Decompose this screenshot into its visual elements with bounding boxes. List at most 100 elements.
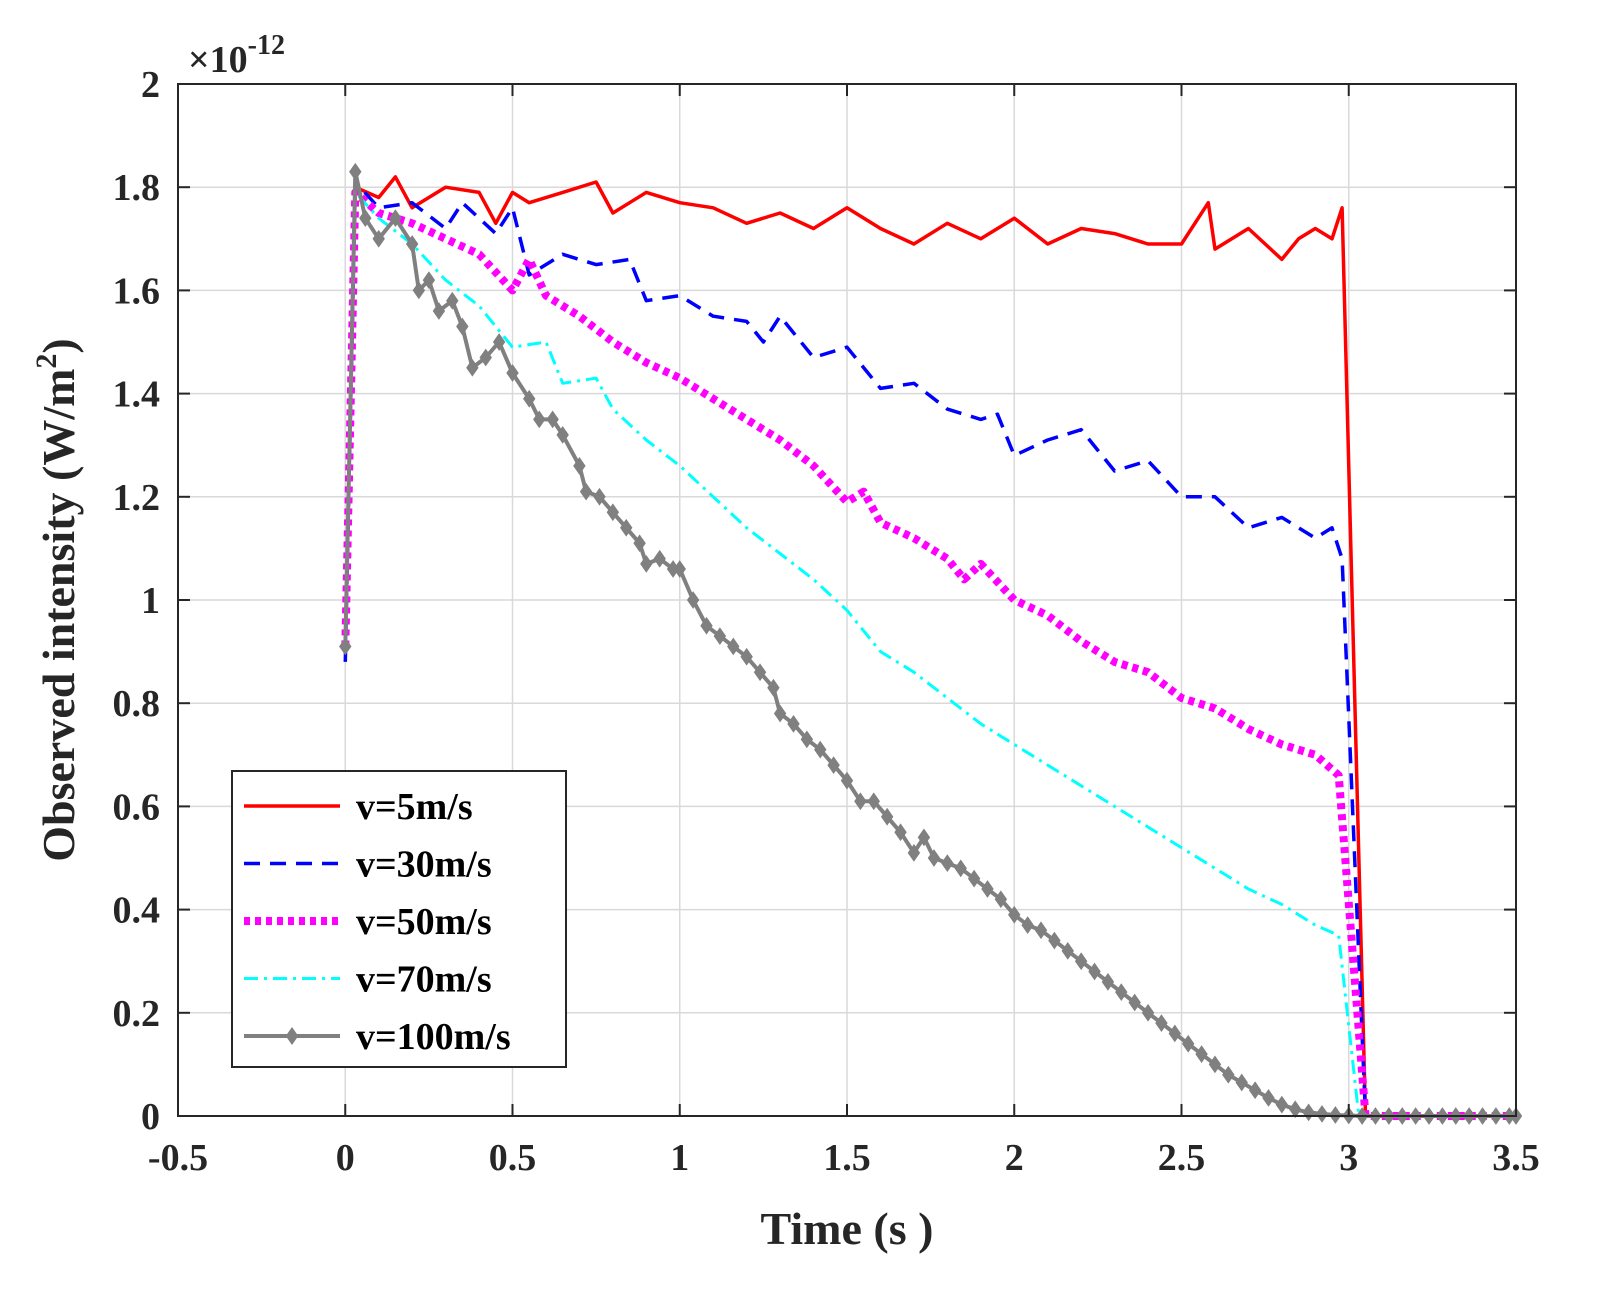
legend-marker	[285, 1027, 299, 1045]
x-tick-label: 2	[1005, 1137, 1024, 1179]
data-point	[1208, 1055, 1222, 1074]
legend-label: v=30m/s	[356, 844, 492, 886]
series-line	[343, 175, 1516, 1118]
data-point	[994, 890, 1008, 909]
legend-label: v=5m/s	[356, 786, 473, 828]
data-point	[1315, 1105, 1329, 1123]
data-point	[466, 358, 479, 377]
axis-ticks: -0.5 0 0.5 1 1.5 2 2.5 3 3.500.20.40.60.811.21.4…	[113, 64, 1540, 1179]
data-point	[456, 317, 469, 336]
data-point	[412, 281, 426, 300]
data-point	[1181, 1034, 1195, 1053]
data-point	[1155, 1014, 1168, 1032]
data-point	[1275, 1095, 1289, 1114]
data-point	[1262, 1089, 1275, 1107]
plot-series	[339, 162, 1523, 1125]
data-point	[673, 560, 686, 578]
data-point	[1088, 962, 1101, 981]
data-point	[633, 534, 646, 553]
data-point	[773, 704, 787, 723]
data-point	[1235, 1073, 1248, 1092]
y-tick-label: 0.8	[113, 683, 161, 725]
data-point	[894, 823, 907, 842]
data-point	[917, 828, 931, 847]
data-point	[640, 555, 653, 573]
data-point	[854, 792, 867, 811]
y-tick-label: 1.8	[113, 167, 161, 209]
data-point	[1021, 916, 1034, 934]
data-point	[954, 859, 967, 878]
y-axis-label-main: Observed intensity (W/m	[33, 369, 84, 862]
data-point	[432, 302, 446, 320]
data-point	[1128, 993, 1141, 1012]
legend-box	[231, 770, 567, 1068]
data-point	[620, 518, 633, 537]
data-point	[880, 807, 894, 826]
data-point	[593, 487, 606, 506]
x-tick-label: 0	[336, 1137, 355, 1179]
data-point	[1034, 921, 1048, 940]
y-tick-label: 2	[141, 64, 160, 106]
legend: v=5m/s v=30m/s v=50m/s v=70m/s v=100m/s	[231, 770, 567, 1068]
y-tick-label: 0.2	[113, 993, 161, 1035]
data-point	[533, 410, 546, 429]
data-point	[446, 291, 459, 310]
y-tick-label: 1.6	[113, 270, 161, 312]
series-line	[341, 188, 1516, 1120]
y-tick-label: 1	[141, 580, 160, 622]
y-tick-label: 0.6	[113, 786, 161, 828]
data-point	[686, 591, 700, 609]
data-point	[422, 271, 436, 289]
legend-label: v=100m/s	[356, 1016, 511, 1058]
x-tick-label: 2.5	[1158, 1137, 1206, 1179]
data-point	[1289, 1100, 1302, 1119]
data-point	[1195, 1045, 1208, 1063]
y-tick-label: 0.4	[113, 890, 161, 932]
y-tick-label: 0	[141, 1096, 160, 1138]
data-point	[405, 235, 419, 253]
data-point	[653, 549, 666, 568]
data-point	[867, 792, 880, 811]
data-point	[1061, 942, 1074, 960]
series-1	[343, 175, 1516, 1118]
data-point	[967, 869, 981, 888]
data-point	[479, 348, 492, 367]
data-point	[941, 854, 954, 873]
data-point	[1168, 1024, 1182, 1043]
y-tick-label: 1.2	[113, 477, 161, 519]
data-point	[753, 663, 767, 682]
data-point	[827, 756, 840, 774]
y-exponent-power: -12	[248, 30, 285, 61]
y-exponent-base: ×10	[188, 39, 248, 81]
data-point	[981, 880, 994, 898]
data-point	[573, 456, 586, 475]
data-point	[1101, 972, 1115, 991]
data-point	[492, 333, 506, 351]
data-point	[727, 637, 740, 656]
x-tick-label: 1.5	[823, 1137, 871, 1179]
x-tick-label: -0.5	[148, 1137, 208, 1179]
y-axis-label-superscript: 2	[30, 354, 63, 369]
data-point	[787, 714, 800, 733]
x-tick-label: 3.5	[1492, 1137, 1540, 1179]
x-axis-label: Time (s )	[761, 1203, 934, 1254]
data-point	[840, 771, 854, 790]
series-5	[339, 162, 1523, 1125]
data-point	[359, 209, 372, 228]
data-point	[546, 410, 559, 429]
legend-label: v=50m/s	[356, 901, 492, 943]
data-point	[700, 616, 713, 635]
data-point	[1329, 1106, 1342, 1124]
x-tick-label: 1	[670, 1137, 689, 1179]
data-point	[814, 740, 827, 759]
data-point	[523, 389, 536, 408]
data-point	[927, 849, 941, 867]
data-point	[800, 730, 814, 749]
series-2	[343, 180, 1516, 1118]
legend-label: v=70m/s	[356, 959, 492, 1001]
data-point	[372, 229, 385, 248]
data-point	[740, 647, 753, 666]
series-line	[343, 180, 1516, 1118]
x-tick-label: 0.5	[489, 1137, 537, 1179]
